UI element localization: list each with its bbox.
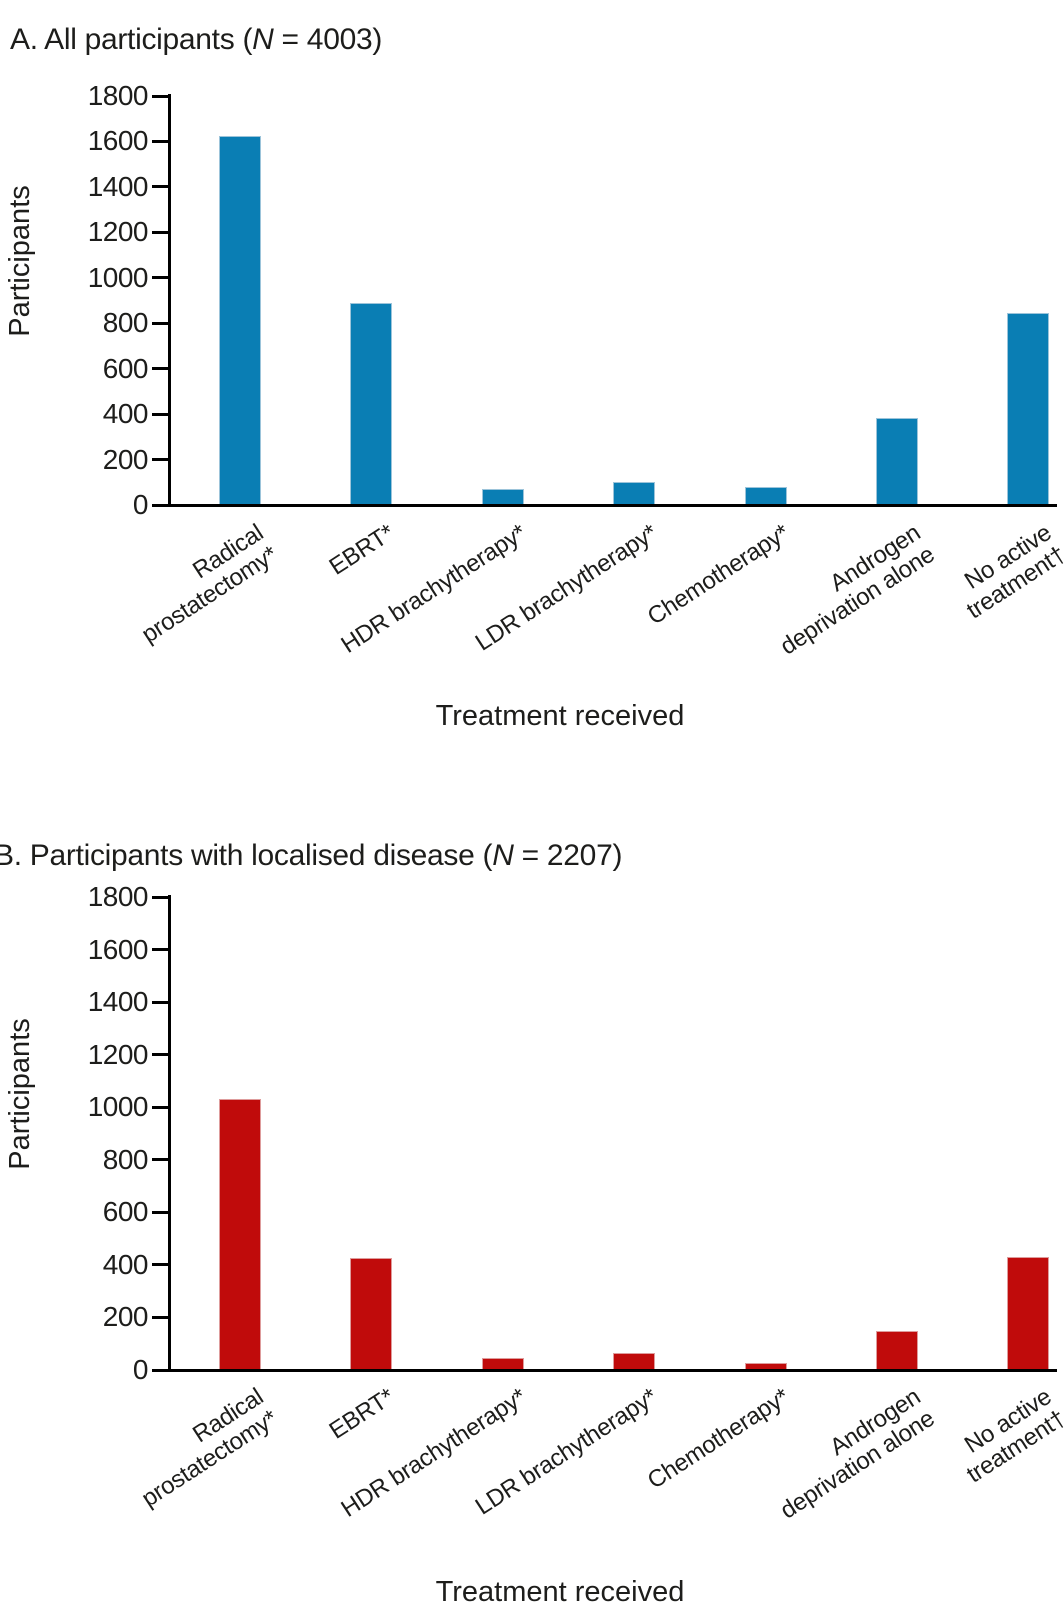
bar-chemotherapy: [744, 486, 787, 505]
y-tick-label: 400: [102, 1248, 149, 1280]
y-tick-mark: [152, 1000, 168, 1004]
y-tick-label: 600: [102, 1196, 149, 1228]
x-axis-line: [168, 1368, 1057, 1372]
panel-a-title-post: = 4003): [273, 22, 383, 56]
y-tick-label: 400: [102, 398, 149, 430]
y-tick-mark: [152, 1158, 168, 1162]
y-tick-label: 0: [132, 1354, 149, 1385]
y-tick-label: 1000: [87, 261, 149, 293]
bar-androgen-deprivation-alone: [876, 417, 918, 505]
y-tick-label: 0: [132, 489, 149, 520]
x-axis-line: [168, 503, 1057, 507]
y-tick-label: 1400: [87, 986, 149, 1018]
y-tick-label: 200: [102, 1301, 149, 1333]
y-tick-label: 1600: [87, 933, 149, 965]
panel-a-title-n: N: [252, 22, 274, 56]
y-tick-mark: [152, 1315, 168, 1319]
y-tick-label: 1400: [87, 170, 149, 202]
panel-a-title-pre: A. All participants (: [10, 22, 253, 56]
y-tick-label: 1800: [87, 80, 149, 111]
bar-hdr-brachytherapy: [481, 489, 524, 505]
y-tick-mark: [152, 895, 168, 899]
y-tick-label: 800: [102, 1143, 149, 1175]
y-tick-label: 600: [102, 352, 149, 384]
bar-ldr-brachytherapy: [613, 1352, 656, 1370]
bar-no-active-treatment: [1007, 312, 1050, 505]
bar-ebrt: [350, 1258, 393, 1370]
y-tick-mark: [152, 458, 168, 462]
panel-b-title: B. Participants with localised disease (…: [0, 839, 622, 873]
panel-b-y-axis-title: Participants: [4, 1018, 36, 1170]
panel-b-title-post: = 2207): [513, 838, 623, 872]
bar-radical-prostatectomy: [219, 135, 261, 505]
y-tick-mark: [152, 1368, 168, 1372]
y-axis-line: [168, 94, 171, 507]
bar-hdr-brachytherapy: [481, 1358, 524, 1370]
y-tick-mark: [152, 230, 168, 234]
y-tick-mark: [152, 1263, 168, 1267]
bar-radical-prostatectomy: [219, 1099, 261, 1370]
panel-a-y-axis-title: Participants: [4, 185, 36, 337]
panel-b-title-n: N: [492, 838, 514, 872]
y-tick-mark: [152, 94, 168, 98]
y-tick-mark: [152, 139, 168, 143]
panel-b-x-axis-title: Treatment received: [435, 1576, 685, 1607]
bar-chemotherapy: [744, 1363, 787, 1370]
y-tick-mark: [152, 948, 168, 952]
y-tick-mark: [152, 1053, 168, 1057]
y-tick-mark: [152, 412, 168, 416]
y-tick-label: 1600: [87, 125, 149, 157]
y-tick-mark: [152, 185, 168, 189]
y-tick-mark: [152, 367, 168, 371]
y-tick-mark: [152, 321, 168, 325]
panel-a-title: A. All participants (N = 4003): [10, 23, 382, 57]
bar-no-active-treatment: [1007, 1257, 1050, 1370]
bar-androgen-deprivation-alone: [876, 1330, 918, 1370]
y-tick-mark: [152, 1210, 168, 1214]
y-axis-line: [168, 895, 171, 1372]
bar-ebrt: [350, 302, 393, 505]
y-tick-label: 1200: [87, 1038, 149, 1070]
y-tick-label: 800: [102, 307, 149, 339]
y-tick-mark: [152, 276, 168, 280]
y-tick-mark: [152, 1105, 168, 1109]
y-tick-label: 1000: [87, 1091, 149, 1123]
y-tick-mark: [152, 503, 168, 507]
y-tick-label: 1200: [87, 216, 149, 248]
bar-ldr-brachytherapy: [613, 482, 656, 505]
y-tick-label: 200: [102, 443, 149, 475]
panel-a-x-axis-title: Treatment received: [435, 700, 685, 732]
panel-b-title-pre: B. Participants with localised disease (: [0, 838, 493, 872]
y-tick-label: 1800: [87, 881, 149, 912]
